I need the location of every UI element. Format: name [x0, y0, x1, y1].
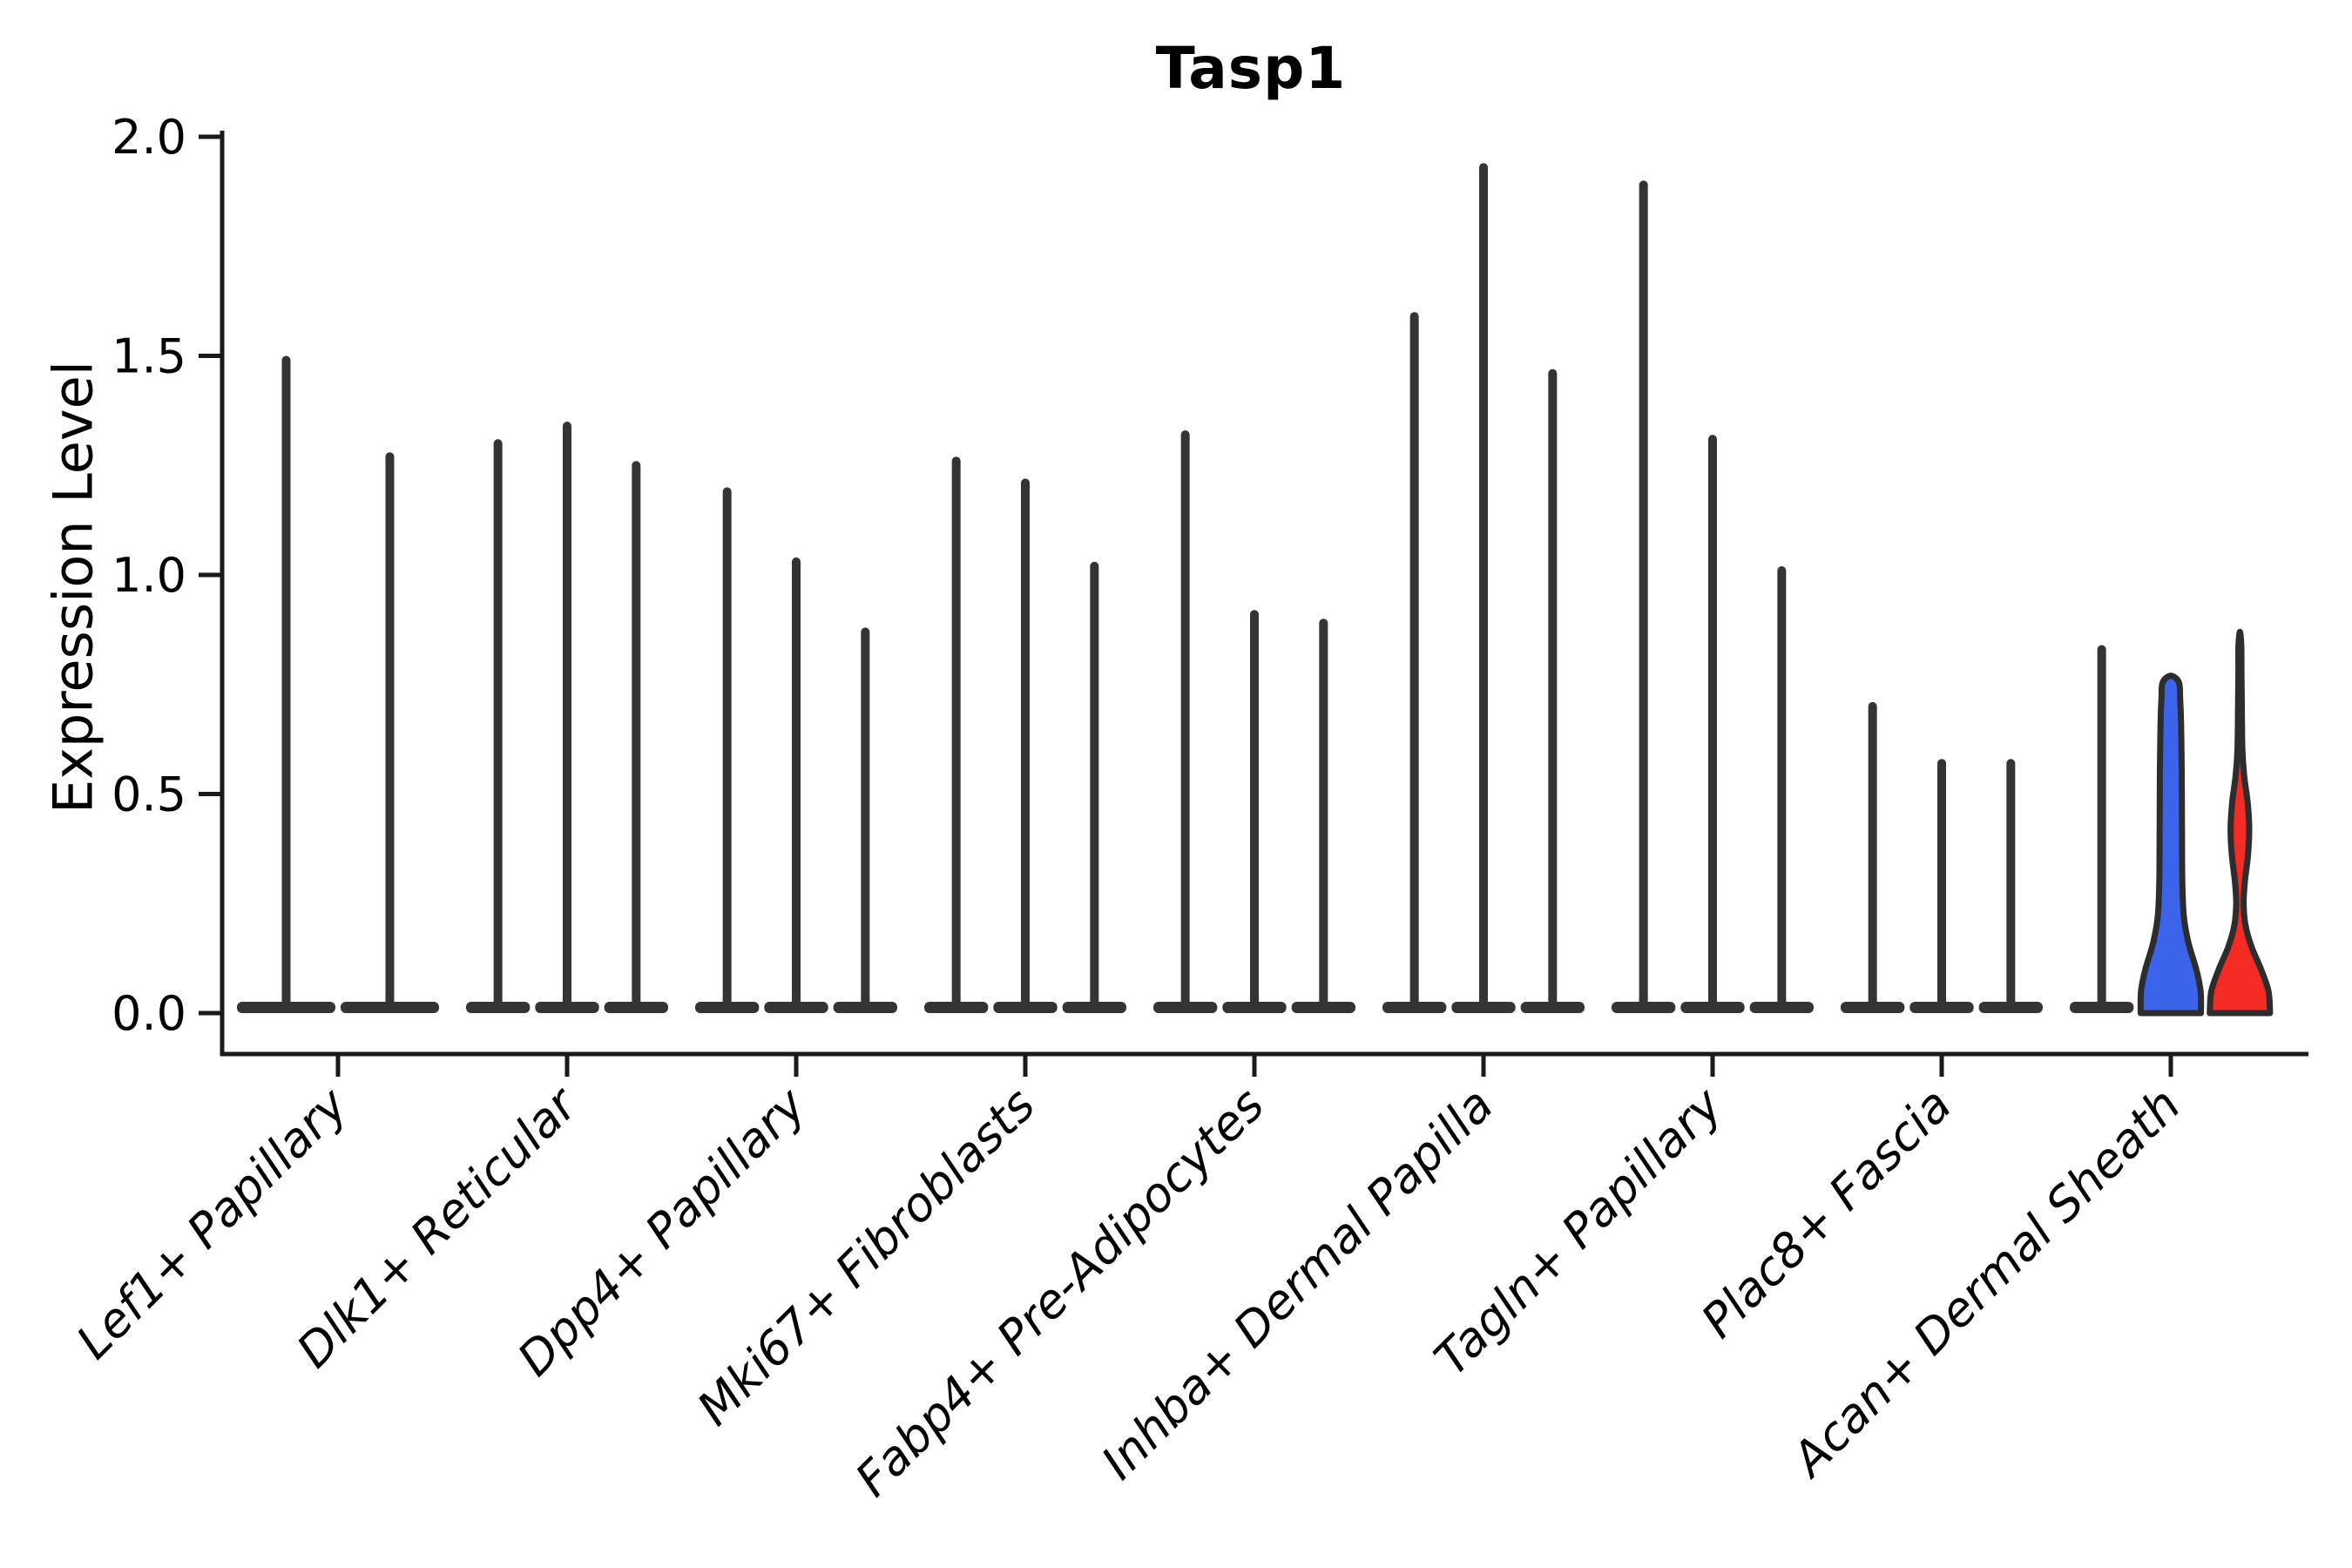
y-tick-label: 2.0	[112, 110, 186, 165]
x-tick-label: Acan+ Dermal Sheath	[1780, 1078, 2191, 1489]
y-tick-label: 1.5	[112, 329, 186, 384]
y-tick-label: 1.0	[112, 548, 186, 603]
violin-shape	[2207, 628, 2274, 1017]
y-tick-label: 0.5	[112, 767, 186, 822]
violin-shape	[2137, 672, 2205, 1017]
chart-title: Tasp1	[1155, 35, 1347, 102]
x-tick-label: Inhba+ Dermal Papilla	[1091, 1078, 1504, 1490]
y-tick-label: 0.0	[112, 986, 186, 1041]
x-tick-label: Fabp4+ Pre-Adipocytes	[845, 1078, 1274, 1507]
